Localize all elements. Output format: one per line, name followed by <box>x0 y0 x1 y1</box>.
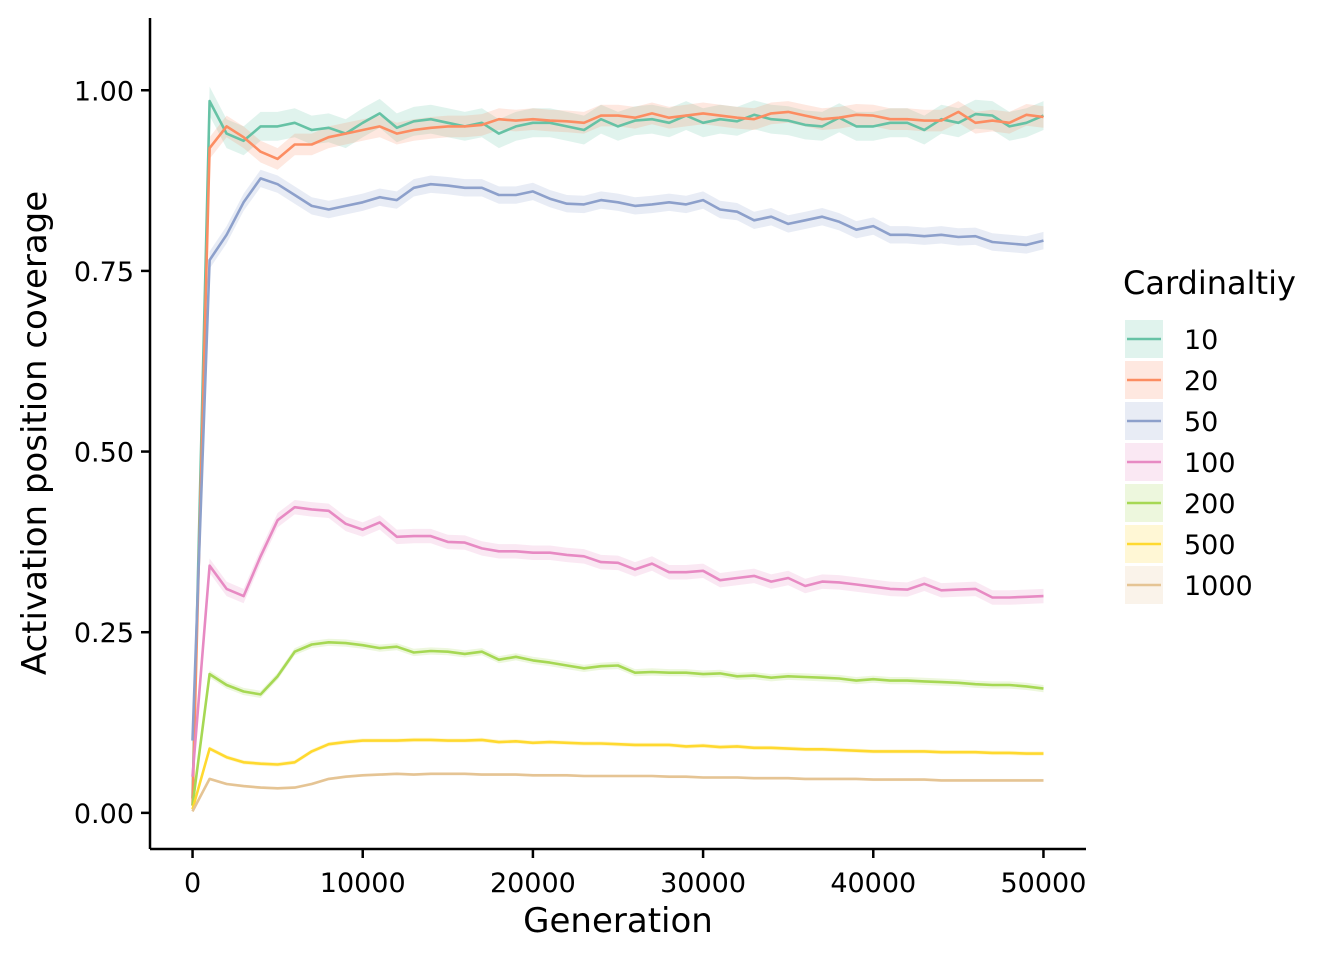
series-line-100 <box>191 505 1044 777</box>
series-line-10 <box>191 99 1045 799</box>
legend-items: 10 20 50 100 200 500 1000 <box>1125 320 1253 604</box>
series-line-500 <box>191 738 1044 810</box>
x-tick-label: 40000 <box>830 868 916 899</box>
series-line-50 <box>191 177 1044 741</box>
legend-label: 200 <box>1184 489 1236 520</box>
legend-item-50: 50 <box>1125 402 1218 440</box>
x-axis-ticks: 0 10000 20000 30000 40000 50000 <box>184 849 1086 899</box>
series-line-20 <box>191 110 1044 806</box>
series-band-100 <box>192 500 1044 784</box>
legend-label: 20 <box>1184 366 1218 397</box>
series-line-200 <box>191 640 1044 806</box>
axes: 0 10000 20000 30000 40000 50000 0.000.250.500… <box>74 18 1086 899</box>
x-tick-label: 10000 <box>320 868 406 899</box>
legend-item-200: 200 <box>1125 484 1236 522</box>
legend-label: 1000 <box>1184 571 1253 602</box>
legend-label: 50 <box>1184 407 1218 438</box>
legend-item-20: 20 <box>1125 361 1218 399</box>
x-axis-title: Generation <box>523 901 713 941</box>
confidence-bands <box>192 86 1044 813</box>
y-axis-ticks: 0.00 0.25 0.50 0.75 1.00 <box>74 76 150 830</box>
x-tick-label: 0 <box>184 868 201 899</box>
legend-title: Cardinaltiy <box>1123 264 1296 302</box>
y-tick-label: 0.50 <box>74 438 134 469</box>
legend-item-100: 100 <box>1125 443 1236 481</box>
x-tick-label: 30000 <box>660 868 746 899</box>
x-tick-label: 50000 <box>1001 868 1087 899</box>
y-tick-label: 0.00 <box>74 799 134 830</box>
y-tick-label: 0.25 <box>74 618 134 649</box>
y-axis-title: Activation position coverage <box>15 191 55 675</box>
y-tick-label: 0.75 <box>74 257 134 288</box>
legend-item-10: 10 <box>1125 320 1218 358</box>
series-line-1000 <box>191 772 1044 813</box>
legend-label: 10 <box>1184 325 1218 356</box>
series-band-200 <box>192 638 1044 810</box>
legend-item-1000: 1000 <box>1125 566 1253 604</box>
legend-item-500: 500 <box>1125 525 1236 563</box>
legend-label: 100 <box>1184 448 1236 479</box>
y-tick-label: 1.00 <box>74 76 134 107</box>
legend-label: 500 <box>1184 530 1236 561</box>
series-lines <box>191 99 1045 813</box>
legend: Cardinaltiy 10 20 50 100 200 500 1000 <box>1123 264 1296 604</box>
x-tick-label: 20000 <box>490 868 576 899</box>
